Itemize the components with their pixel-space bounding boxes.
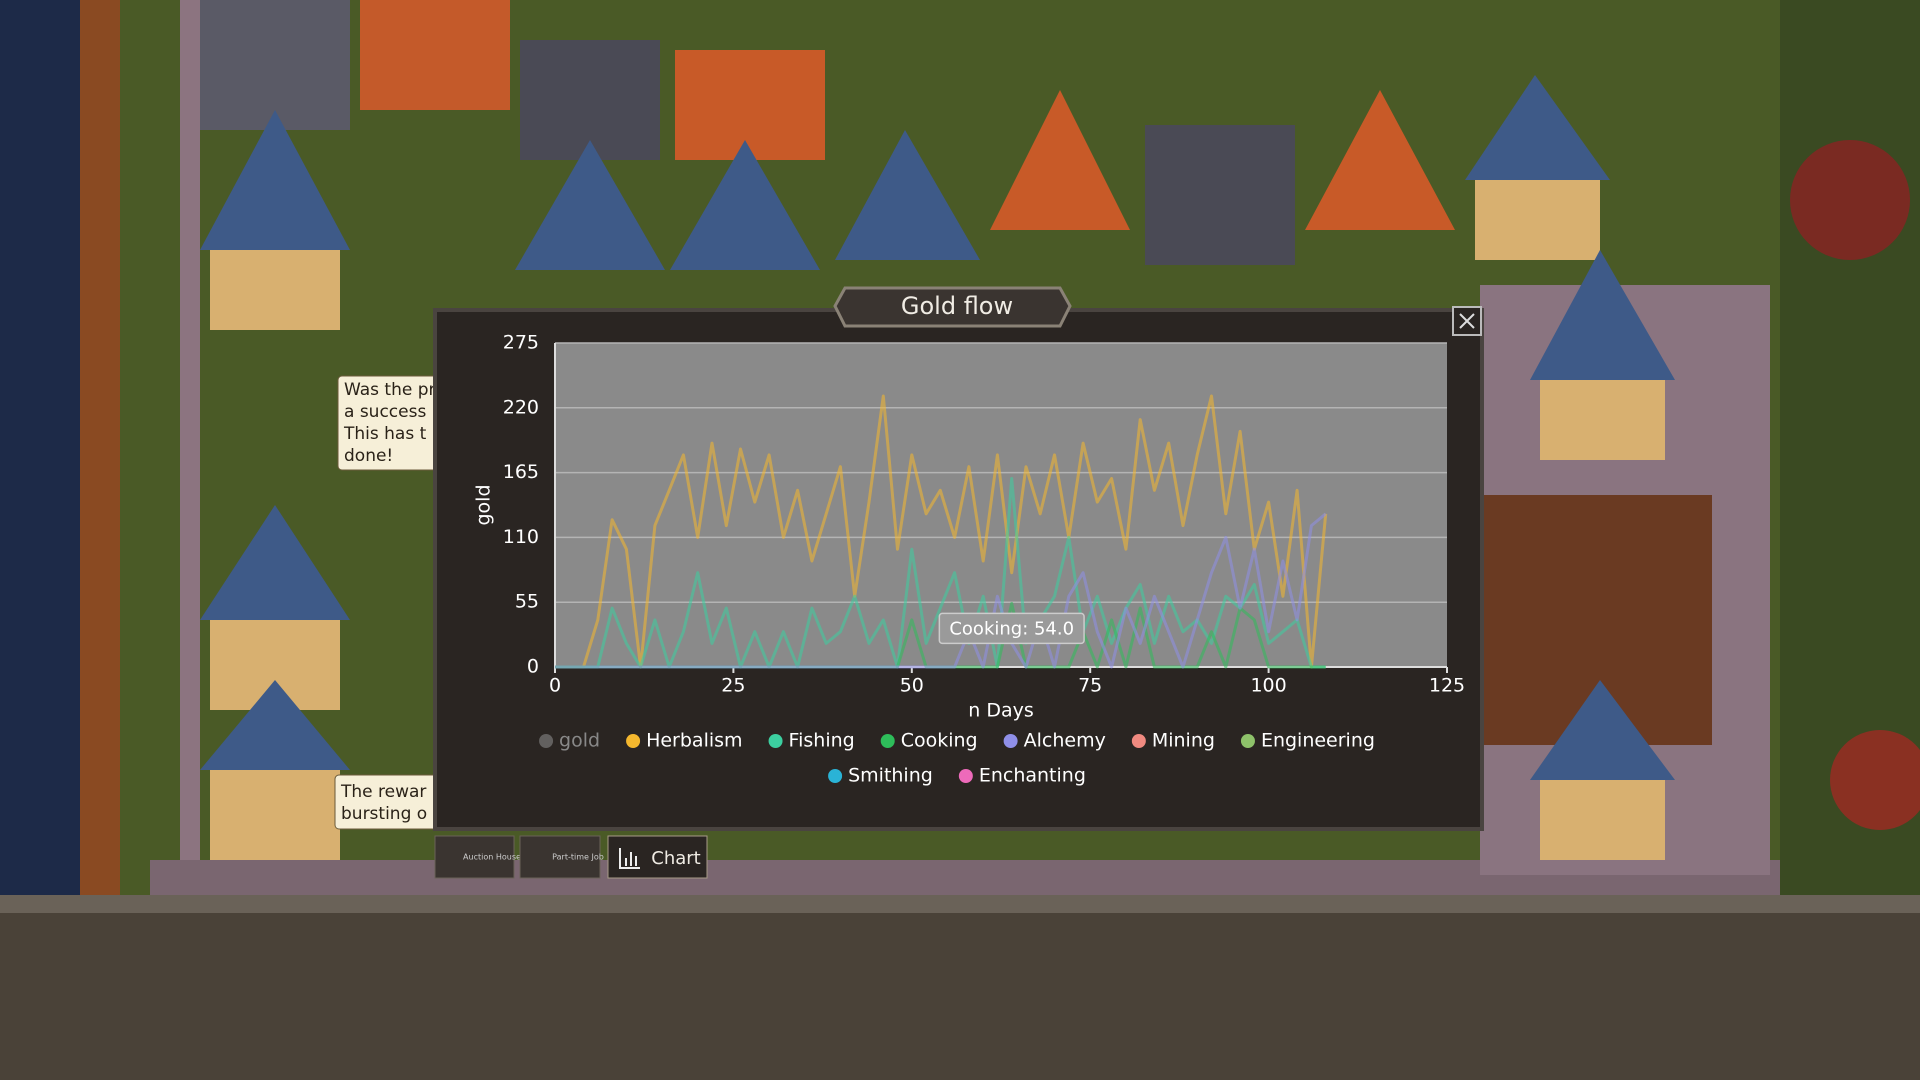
house — [200, 0, 350, 130]
legend-marker[interactable] — [539, 734, 554, 748]
house — [675, 50, 825, 160]
wall — [0, 900, 1920, 1080]
x-tick-label: 25 — [721, 675, 745, 697]
title-tab — [833, 286, 1072, 328]
house-roof — [1530, 680, 1675, 780]
legend-label[interactable]: Mining — [1152, 730, 1215, 752]
legend-label[interactable]: Cooking — [901, 730, 978, 752]
toolbar-label[interactable]: Part-time Job — [552, 853, 604, 862]
legend-label[interactable]: Fishing — [789, 730, 855, 752]
tree — [1830, 730, 1920, 830]
house-wall — [210, 250, 340, 330]
houses — [200, 0, 1675, 860]
legend-label[interactable]: Engineering — [1261, 730, 1375, 752]
legend-marker[interactable] — [880, 734, 895, 748]
shore — [80, 0, 120, 900]
legend-label[interactable]: Enchanting — [979, 765, 1086, 787]
chart-title: Gold flow — [901, 292, 1013, 320]
path — [180, 0, 200, 900]
house — [360, 0, 510, 110]
x-tick-label: 100 — [1250, 675, 1286, 697]
legend-marker[interactable] — [1131, 734, 1146, 748]
house-roof — [1465, 75, 1610, 180]
y-tick-label: 165 — [503, 461, 539, 483]
speech-text: Was the pr — [344, 380, 435, 400]
house-roof — [200, 110, 350, 250]
y-tick-label: 275 — [503, 332, 539, 354]
x-tick-label: 75 — [1078, 675, 1102, 697]
tooltip-text: Cooking: 54.0 — [949, 618, 1074, 639]
tree — [1790, 140, 1910, 260]
legend-marker[interactable] — [768, 734, 783, 748]
x-tick-label: 50 — [900, 675, 924, 697]
house-wall — [210, 770, 340, 860]
speech-text: done! — [344, 446, 393, 466]
toolbar-button[interactable] — [434, 835, 515, 879]
x-tick-label: 0 — [549, 675, 561, 697]
y-axis-label: gold — [473, 484, 495, 525]
house-wall — [1540, 780, 1665, 860]
house-wall — [1540, 380, 1665, 460]
x-tick-label: 125 — [1429, 675, 1465, 697]
toolbar-button[interactable] — [519, 835, 601, 879]
house-roof — [200, 505, 350, 620]
speech-text: This has t — [343, 424, 427, 444]
toolbar-label[interactable]: Auction House — [463, 853, 521, 862]
house-roof — [515, 140, 665, 270]
series-line — [555, 512, 1327, 669]
close-icon[interactable] — [1459, 313, 1475, 329]
legend-marker[interactable] — [958, 769, 973, 783]
legend-marker[interactable] — [1003, 734, 1018, 748]
legend-marker[interactable] — [626, 734, 641, 748]
toolbar-label[interactable]: Chart — [651, 848, 700, 869]
speech-text: a success — [344, 402, 426, 422]
tooltip — [938, 612, 1085, 645]
y-tick-label: 220 — [503, 396, 539, 418]
house-roof — [200, 680, 350, 770]
wall-top — [0, 895, 1920, 913]
house-roof — [1530, 250, 1675, 380]
x-axis-label: n Days — [968, 700, 1034, 722]
speech-text: The rewar — [340, 782, 426, 802]
house-roof — [835, 130, 980, 260]
house-roof — [670, 140, 820, 270]
chart-icon[interactable] — [619, 848, 640, 869]
legend-marker[interactable] — [1240, 734, 1255, 748]
house — [1145, 125, 1295, 265]
y-tick-label: 55 — [515, 591, 539, 613]
y-tick-label: 110 — [503, 526, 539, 548]
legend-label[interactable]: Herbalism — [646, 730, 742, 752]
house-roof — [990, 90, 1130, 230]
toolbar-button[interactable] — [607, 835, 708, 879]
legend-label[interactable]: Alchemy — [1024, 730, 1106, 752]
speech-text: bursting o — [341, 804, 427, 824]
legend-label[interactable]: gold — [559, 730, 600, 752]
legend-label[interactable]: Smithing — [848, 765, 933, 787]
series-line — [555, 394, 1328, 669]
house-roof — [1305, 90, 1455, 230]
water — [0, 0, 85, 900]
y-tick-label: 0 — [527, 656, 539, 678]
house-wall — [1475, 180, 1600, 260]
legend-marker[interactable] — [828, 769, 843, 783]
